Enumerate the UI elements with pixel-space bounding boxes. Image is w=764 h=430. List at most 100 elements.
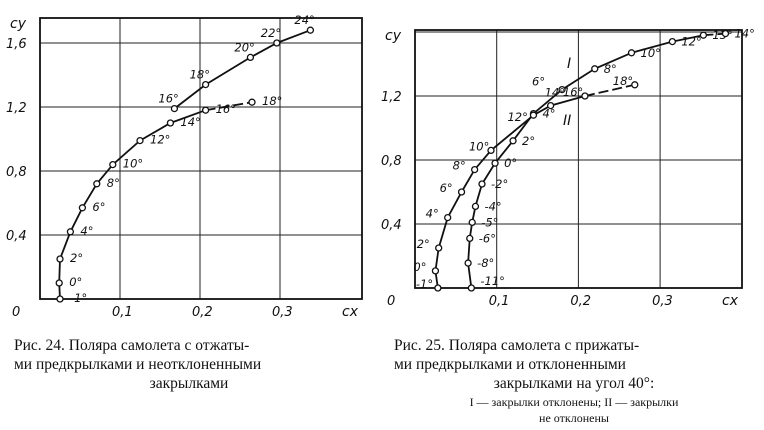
data-point [56, 255, 64, 263]
x-tick-label: 0 [387, 294, 395, 309]
plot-frame [39, 17, 363, 300]
x-tick-label: 0,1 [112, 305, 133, 320]
y-tick-label: 0,8 [381, 154, 402, 169]
point-label: 10° [123, 157, 143, 171]
x-tick-label: 0,3 [272, 305, 293, 320]
series-line-dashed [205, 101, 253, 112]
data-point [56, 295, 64, 303]
point-label: 16° [563, 85, 583, 99]
point-label: 18° [613, 74, 633, 88]
point-label: 0° [69, 275, 82, 289]
point-label: -4° [484, 199, 501, 213]
data-point [248, 98, 256, 106]
point-label: 14° [734, 27, 754, 41]
point-label: 12° [507, 110, 527, 124]
data-point [434, 284, 442, 292]
point-label: 8° [107, 176, 120, 190]
point-label: 16° [158, 92, 178, 106]
point-label: 2° [522, 134, 535, 148]
data-point [466, 234, 474, 243]
point-label: 6° [92, 200, 105, 214]
legend-line: I — закрылки отклонены; II — закрылки [469, 395, 679, 409]
point-label: 18° [262, 94, 282, 108]
data-point [78, 204, 87, 212]
point-label: 0° [504, 156, 517, 170]
point-label: -2° [491, 177, 508, 191]
data-point [581, 92, 589, 100]
data-point [444, 213, 452, 222]
caption-line: закрылками [149, 375, 229, 392]
data-point [93, 180, 101, 188]
series-label: I [567, 56, 571, 72]
data-point [435, 244, 443, 252]
x-tick-label: 0,1 [489, 294, 510, 309]
data-point [546, 101, 555, 110]
point-label: 12° [681, 35, 701, 49]
point-label: 4° [426, 207, 439, 221]
series-label: II [563, 113, 571, 129]
figure-24-caption: Рис. 24. Поляра самолета с отжаты- ми пр… [14, 336, 364, 393]
x-tick-label: 0,2 [192, 305, 213, 320]
point-label: 0° [413, 260, 426, 274]
x-tick-label: 0 [12, 305, 20, 320]
data-point [136, 136, 144, 145]
point-label: 18° [190, 68, 210, 82]
chart-1: 0 0,1 0,2 0,30,40,81,21,6cxcy-1°0°2°4°6°8°1… [6, 13, 363, 320]
data-point [109, 160, 117, 169]
data-point [491, 159, 499, 167]
data-point [487, 146, 495, 155]
data-point [591, 65, 599, 73]
data-point [470, 165, 479, 174]
point-label: 14° [545, 86, 565, 100]
data-point [170, 104, 179, 113]
data-point [478, 180, 486, 188]
point-label: 12° [150, 133, 170, 147]
y-tick-label: 1,2 [6, 101, 27, 116]
data-point [273, 39, 281, 47]
data-point [721, 29, 730, 38]
point-label: -1° [416, 277, 433, 291]
point-label: 6° [440, 181, 453, 195]
caption-line: закрылками на угол 40°: [493, 375, 655, 392]
point-label: -5° [481, 215, 498, 229]
y-tick-label: 0,4 [381, 218, 402, 233]
x-axis-label: cx [722, 293, 739, 309]
data-point [627, 49, 636, 57]
point-label: -11° [480, 274, 505, 288]
point-label: 8° [453, 159, 466, 173]
data-point [431, 267, 440, 275]
y-tick-label: 1,2 [381, 90, 402, 105]
data-point [201, 106, 210, 114]
y-tick-label: 0,4 [6, 229, 27, 244]
legend-line: не отклонены [539, 411, 609, 425]
data-point [166, 119, 175, 127]
x-tick-label: 0,2 [570, 294, 591, 309]
data-point [246, 53, 255, 62]
data-point [467, 284, 476, 292]
data-point [201, 80, 210, 89]
data-point [464, 259, 472, 267]
point-label: -8° [477, 256, 494, 270]
caption-line: Рис. 25. Поляра самолета с прижаты- [394, 337, 640, 354]
data-point [668, 37, 677, 46]
point-label: 10° [641, 46, 661, 60]
plot-frame [414, 29, 743, 289]
series-line [58, 109, 206, 300]
point-label: 2° [417, 237, 430, 251]
data-point [631, 81, 639, 89]
point-label: 24° [294, 13, 314, 27]
data-point [55, 279, 63, 287]
data-point [457, 188, 466, 196]
point-label: 4° [542, 107, 555, 121]
caption-line: ми предкрылками и неотклоненными [14, 356, 262, 373]
point-label: 20° [234, 40, 254, 54]
point-label: 8° [604, 62, 617, 76]
y-axis-label: cy [385, 28, 402, 44]
series-line-dashed [703, 32, 726, 37]
data-point [468, 218, 476, 227]
figure-25-caption: Рис. 25. Поляра самолета с прижаты- ми п… [394, 336, 754, 426]
caption-line: ми предкрылками и отклоненными [394, 356, 626, 373]
point-label: -1° [70, 291, 87, 305]
point-label: 6° [532, 75, 545, 89]
